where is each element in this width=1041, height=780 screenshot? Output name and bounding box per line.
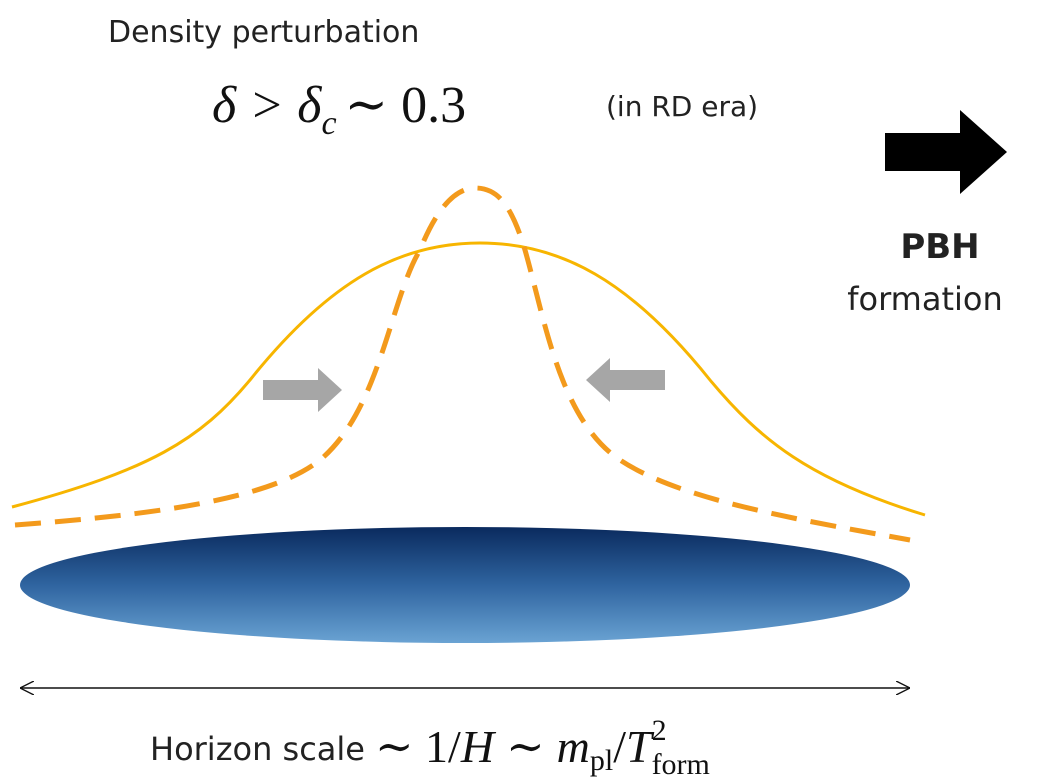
scale-t: T (626, 721, 655, 772)
horizon-ellipse (20, 527, 910, 643)
result-text: formation (847, 280, 1003, 318)
result-label: PBH (900, 227, 979, 267)
scale-m-sub: pl (590, 744, 613, 777)
scale-rel: ∼ 1/ (375, 721, 461, 772)
scale-label: Horizon scale (150, 730, 365, 768)
scale-sim: ∼ (506, 721, 545, 772)
scale-slash: / (613, 721, 626, 772)
scale-m: m (557, 721, 590, 772)
gray-arrow-left (586, 358, 665, 402)
collapsed-profile (14, 185, 911, 543)
condition-formula: δ > δc ∼ 0.3 (212, 77, 466, 142)
title: Density perturbation (108, 15, 419, 50)
condition-note: (in RD era) (606, 90, 758, 123)
scale-t-sub: form (652, 748, 710, 780)
result-arrow (885, 110, 1007, 194)
condition-sub: c (321, 105, 336, 142)
scale-formula: ∼ 1/H ∼ mpl/T2 form (375, 714, 710, 780)
scale-h: H (460, 721, 497, 772)
gray-arrow-right (263, 368, 342, 412)
condition-rhs: ∼ 0.3 (345, 77, 467, 134)
scale-t-sup: 2 (652, 714, 667, 747)
condition-lhs: δ > δ (212, 77, 322, 134)
initial-profile (11, 241, 926, 517)
